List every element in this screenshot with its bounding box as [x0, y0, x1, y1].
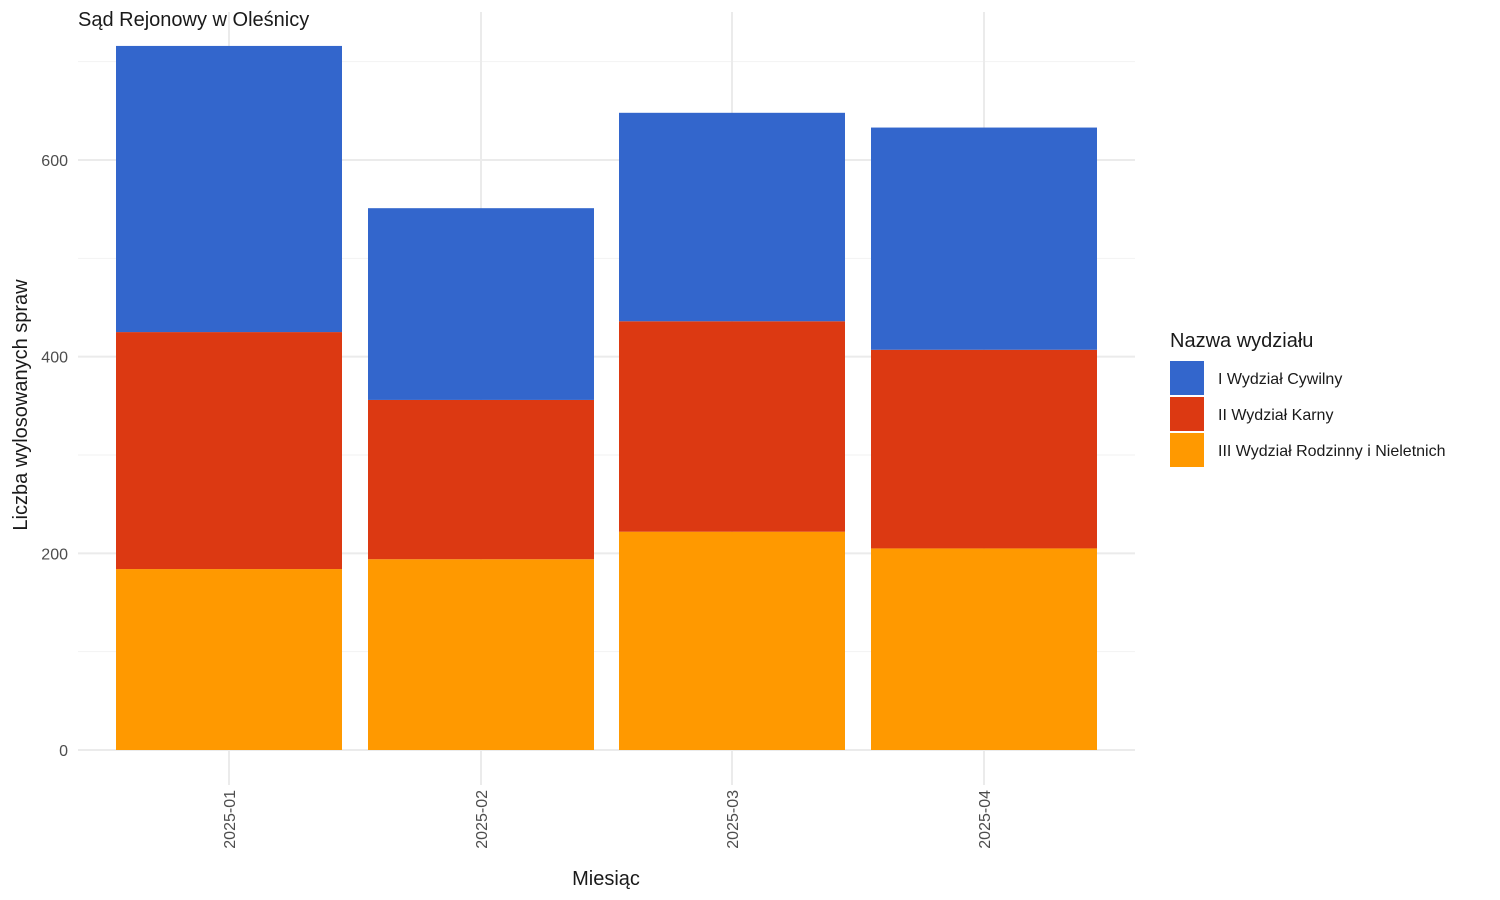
legend-label: III Wydział Rodzinny i Nieletnich: [1218, 443, 1446, 460]
x-axis-ticks: 2025-01 2025-02 2025-03 2025-04: [222, 790, 994, 849]
bar-segment: [871, 349, 1097, 549]
bar-segment: [368, 399, 594, 560]
bar-segment: [619, 112, 845, 322]
y-tick-label: 200: [41, 546, 68, 563]
legend-item: II Wydział Karny: [1170, 397, 1333, 431]
bar-segment: [619, 321, 845, 532]
y-tick-label: 400: [41, 350, 68, 367]
bars: [116, 45, 1097, 750]
bar-segment: [871, 127, 1097, 350]
x-tick-label: 2025-03: [725, 790, 742, 849]
legend-item: I Wydział Cywilny: [1170, 361, 1342, 395]
y-tick-label: 0: [59, 743, 68, 760]
legend-item: III Wydział Rodzinny i Nieletnich: [1170, 433, 1446, 467]
legend-items: I Wydział Cywilny II Wydział Karny III Wyd…: [1170, 361, 1446, 467]
x-tick-label: 2025-04: [977, 790, 994, 849]
legend-label: I Wydział Cywilny: [1218, 371, 1342, 388]
x-tick-label: 2025-01: [222, 790, 239, 849]
x-axis-title: Miesiąc: [572, 868, 640, 890]
legend-swatch: [1170, 397, 1204, 431]
legend-swatch: [1170, 361, 1204, 395]
bar-segment: [368, 208, 594, 400]
legend-swatch: [1170, 433, 1204, 467]
y-axis-ticks: 0 200 400 600: [41, 153, 68, 760]
bar-segment: [116, 569, 342, 750]
x-tick-label: 2025-02: [474, 790, 491, 849]
bar-segment: [116, 332, 342, 570]
legend-label: II Wydział Karny: [1218, 407, 1333, 424]
y-axis-title: Liczba wylosowanych spraw: [10, 279, 32, 531]
bar-segment: [116, 45, 342, 333]
chart-title: Sąd Rejonowy w Oleśnicy: [78, 9, 309, 31]
legend: Nazwa wydziału I Wydział Cywilny II Wydzi…: [1170, 330, 1446, 467]
legend-title: Nazwa wydziału: [1170, 330, 1313, 352]
y-tick-label: 600: [41, 153, 68, 170]
bar-segment: [619, 531, 845, 750]
bar-segment: [871, 548, 1097, 750]
bar-segment: [368, 559, 594, 750]
